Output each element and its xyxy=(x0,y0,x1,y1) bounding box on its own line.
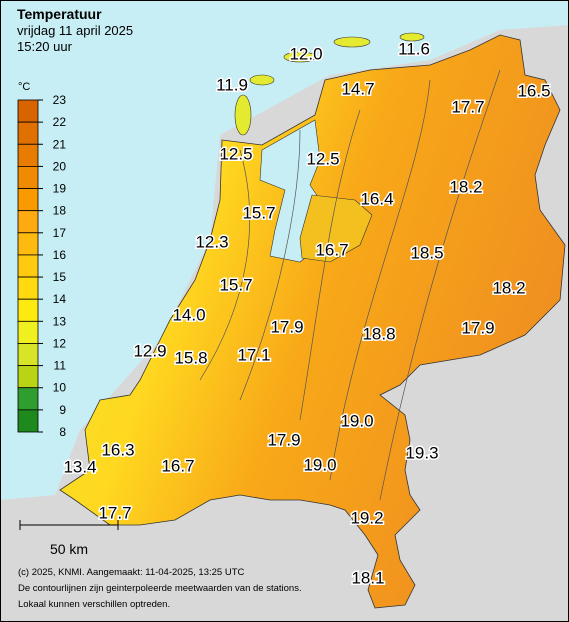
legend-swatch xyxy=(17,165,39,189)
station-value: 16.5 xyxy=(517,81,550,100)
legend-tick-label: 19 xyxy=(53,182,67,196)
flevoland xyxy=(299,194,373,263)
legend-swatch xyxy=(17,121,39,145)
station-value: 16.4 xyxy=(360,189,393,208)
legend-tick-label: 22 xyxy=(53,115,67,129)
station-value: 17.9 xyxy=(270,317,303,336)
legend-swatch xyxy=(17,143,39,167)
station-value: 17.7 xyxy=(98,503,131,522)
station-value: 16.7 xyxy=(315,240,348,259)
station-value: 17.7 xyxy=(451,97,484,116)
legend-swatch xyxy=(17,254,39,278)
station-value: 18.5 xyxy=(410,243,443,262)
legend-tick-label: 18 xyxy=(53,204,67,218)
legend-swatch xyxy=(17,232,39,256)
station-value: 14.7 xyxy=(341,79,374,98)
station-value: 14.0 xyxy=(172,305,205,324)
legend-tick-label: 16 xyxy=(53,248,67,262)
wadden-islands xyxy=(234,32,425,136)
station-value: 15.8 xyxy=(174,348,207,367)
footer-line: De contourlijnen zijn geinterpoleerde me… xyxy=(18,583,302,594)
station-value: 12.3 xyxy=(195,232,228,251)
legend-swatch xyxy=(17,298,39,322)
legend-tick-label: 11 xyxy=(54,359,67,373)
station-value: 17.9 xyxy=(267,430,300,449)
footer-line: (c) 2025, KNMI. Aangemaakt: 11-04-2025, … xyxy=(18,567,244,578)
station-value: 11.6 xyxy=(398,39,430,58)
sea xyxy=(0,0,569,500)
legend-tick-label: 23 xyxy=(53,93,67,107)
legend-tick-label: 20 xyxy=(53,159,67,173)
legend-swatch xyxy=(17,99,39,123)
station-value: 17.1 xyxy=(237,345,270,364)
station-value: 12.0 xyxy=(289,44,322,63)
legend-tick-label: 9 xyxy=(59,403,66,417)
legend-swatch xyxy=(17,188,39,212)
station-value: 19.0 xyxy=(303,455,336,474)
station-value: 16.7 xyxy=(161,456,194,475)
contours xyxy=(199,69,501,501)
station-value: 16.3 xyxy=(101,440,134,459)
legend-swatch xyxy=(17,276,39,300)
legend-swatch xyxy=(17,365,39,389)
scale-label: 50 km xyxy=(50,541,88,557)
station-value: 18.2 xyxy=(492,278,525,297)
legend-tick-label: 21 xyxy=(53,137,67,151)
legend-tick-label: 12 xyxy=(53,336,67,350)
station-value: 15.7 xyxy=(242,203,275,222)
legend-swatch xyxy=(17,320,39,344)
station-value: 12.5 xyxy=(306,149,339,168)
legend-tick-label: 13 xyxy=(53,314,67,328)
station-value: 19.2 xyxy=(350,508,383,527)
legend-tick-label: 17 xyxy=(53,226,67,240)
legend-tick-label: 15 xyxy=(53,270,67,284)
time: 15:20 uur xyxy=(17,39,73,54)
legend-swatch xyxy=(17,387,39,411)
station-value: 18.2 xyxy=(449,177,482,196)
legend-tick-label: 8 xyxy=(59,425,66,439)
station-value: 18.8 xyxy=(362,324,395,343)
legend-tick-label: 14 xyxy=(53,292,67,306)
legend-tick-label: 10 xyxy=(53,381,67,395)
station-value: 13.4 xyxy=(63,457,96,476)
legend-swatch xyxy=(17,210,39,234)
netherlands xyxy=(59,34,566,609)
footer-line: Lokaal kunnen verschillen optreden. xyxy=(18,599,170,610)
station-value: 12.9 xyxy=(133,341,166,360)
station-value: 11.9 xyxy=(216,75,248,94)
station-value: 19.3 xyxy=(405,443,438,462)
legend-swatch xyxy=(17,343,39,367)
legend-swatch xyxy=(17,409,39,433)
date: vrijdag 11 april 2025 xyxy=(17,23,133,38)
unit: °C xyxy=(18,81,30,93)
station-value: 19.0 xyxy=(340,411,373,430)
station-value: 15.7 xyxy=(219,275,252,294)
station-value: 18.1 xyxy=(351,568,384,587)
station-value: 17.9 xyxy=(461,318,494,337)
title: Temperatuur xyxy=(17,6,102,22)
station-value: 12.5 xyxy=(219,144,252,163)
